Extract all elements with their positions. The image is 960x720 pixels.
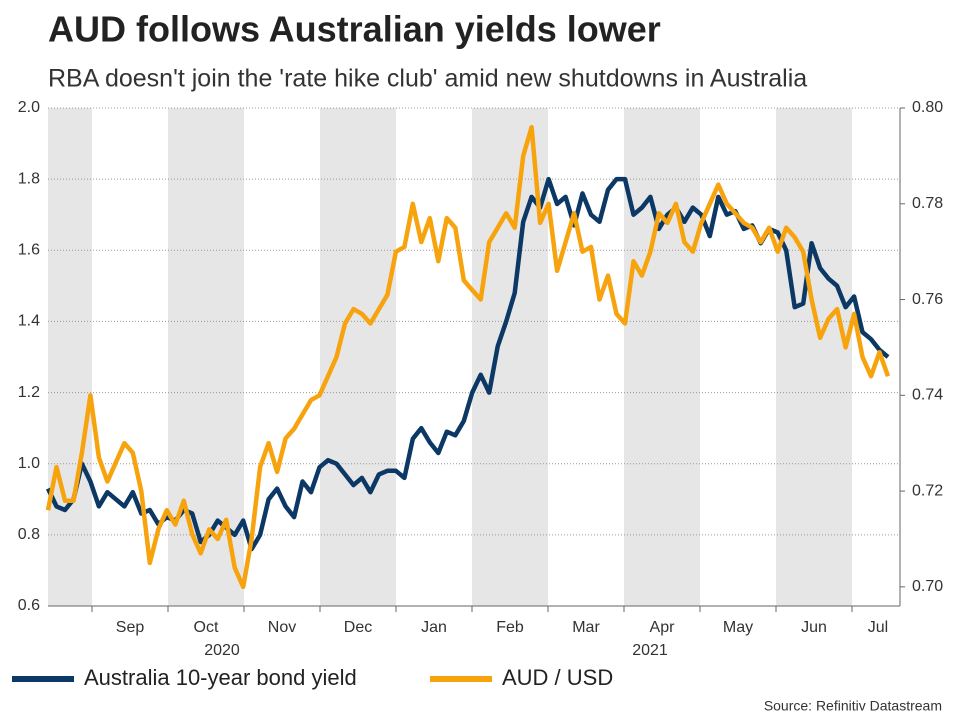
y-tick-label: 1.2: [18, 384, 40, 401]
y2-tick-label: 0.80: [912, 99, 943, 116]
y-tick-label: 1.6: [18, 242, 40, 259]
x-tick-label: Feb: [496, 619, 524, 636]
y2-tick-label: 0.76: [912, 291, 943, 308]
chart-title: AUD follows Australian yields lower: [48, 9, 661, 50]
legend-label: Australia 10-year bond yield: [84, 665, 357, 690]
y-tick-label: 0.6: [18, 597, 40, 614]
x-tick-label: Nov: [268, 619, 296, 636]
y2-tick-label: 0.70: [912, 578, 943, 595]
y-tick-label: 1.4: [18, 313, 40, 330]
y-tick-label: 2.0: [18, 99, 40, 116]
x-tick-label: May: [723, 619, 753, 636]
x-tick-label: Oct: [194, 619, 219, 636]
x-tick-label: Dec: [344, 619, 372, 636]
x-tick-label: Mar: [572, 619, 600, 636]
x-tick-label: Jan: [421, 619, 447, 636]
chart-subtitle: RBA doesn't join the 'rate hike club' am…: [48, 65, 807, 93]
x-tick-label: Apr: [650, 619, 676, 636]
x-tick-label: Jun: [801, 619, 827, 636]
y2-tick-label: 0.74: [912, 387, 943, 404]
month-band: [320, 108, 396, 606]
y2-tick-label: 0.72: [912, 482, 943, 499]
legend-label: AUD / USD: [502, 665, 613, 690]
x-tick-label: Jul: [868, 619, 888, 636]
y-tick-label: 1.0: [18, 455, 40, 472]
y2-tick-label: 0.78: [912, 195, 943, 212]
year-label: 2020: [204, 642, 240, 659]
y-tick-label: 1.8: [18, 170, 40, 187]
source: Source: Refinitiv Datastream: [764, 698, 942, 714]
month-band: [168, 108, 244, 606]
month-band: [776, 108, 852, 606]
month-band: [48, 108, 92, 606]
year-label: 2021: [632, 642, 668, 659]
x-tick-label: Sep: [116, 619, 145, 636]
series-line: [45, 124, 891, 590]
month-band: [624, 108, 700, 606]
y-tick-label: 0.8: [18, 526, 40, 543]
